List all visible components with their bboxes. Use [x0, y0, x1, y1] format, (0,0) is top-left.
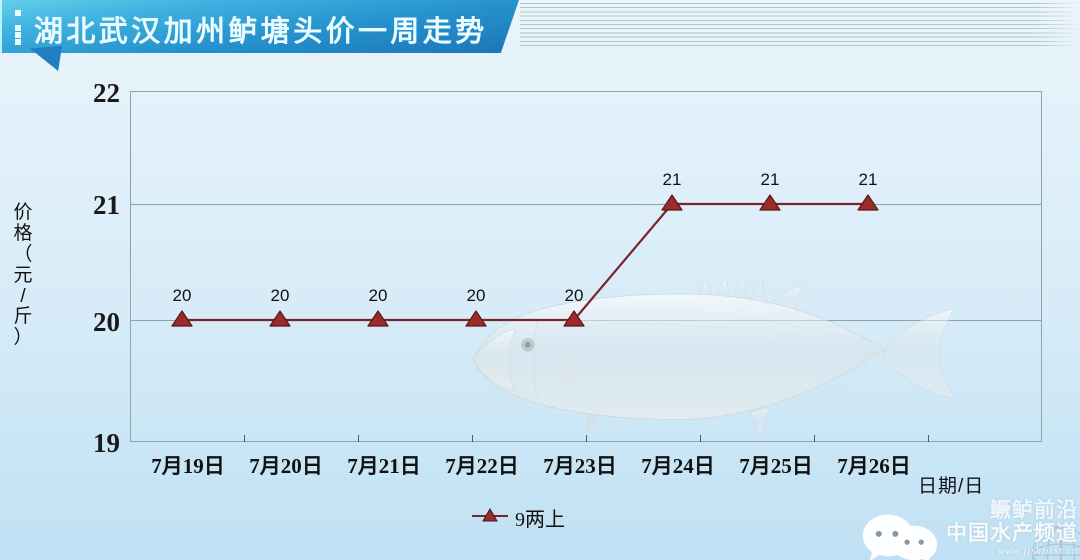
svg-text:20: 20 — [467, 286, 486, 305]
svg-text:21: 21 — [663, 170, 682, 189]
svg-text:21: 21 — [761, 170, 780, 189]
svg-text:21: 21 — [859, 170, 878, 189]
svg-text:20: 20 — [173, 286, 192, 305]
svg-text:20: 20 — [369, 286, 388, 305]
svg-text:20: 20 — [565, 286, 584, 305]
svg-text:20: 20 — [271, 286, 290, 305]
